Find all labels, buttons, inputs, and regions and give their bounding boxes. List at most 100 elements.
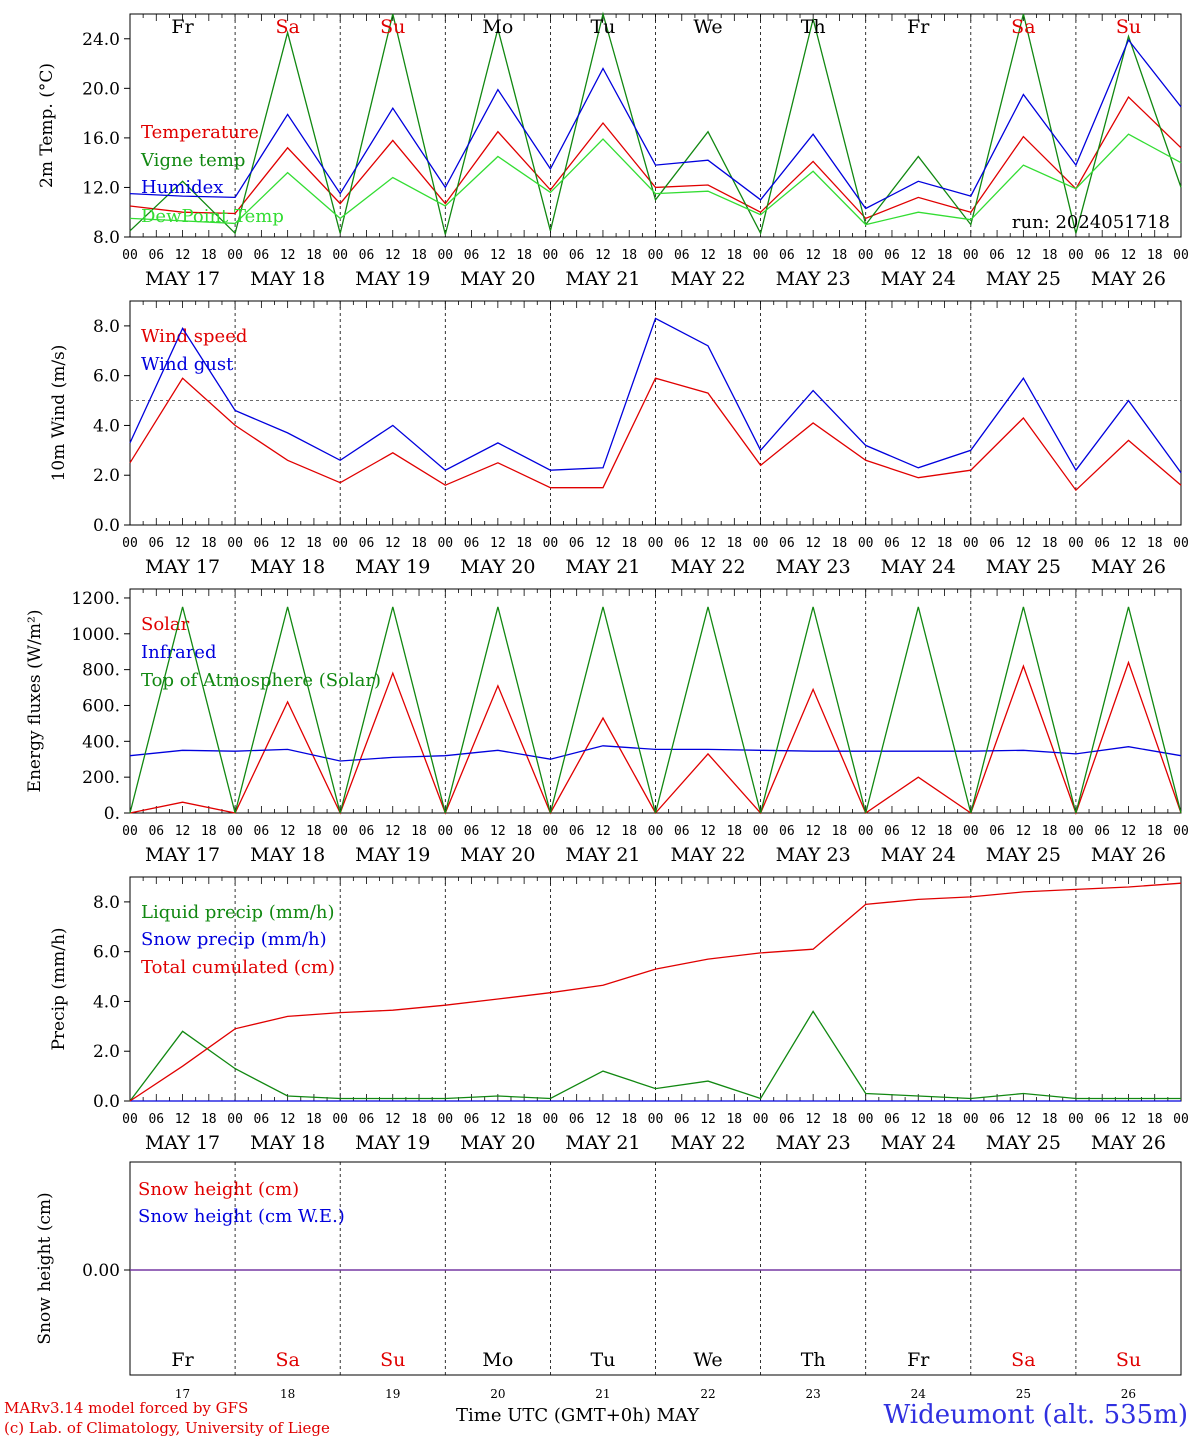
panel-1-day-label: MAY 17 (145, 268, 220, 290)
panel-4-hour-tick-label: 12 (1121, 1112, 1137, 1127)
panel-2-hour-tick-label: 00 (543, 536, 559, 551)
weekday-label-top: Th (801, 16, 826, 38)
panel-3-day-label: MAY 22 (670, 844, 745, 866)
panel-3-legend-entry: Top of Atmosphere (Solar) (141, 670, 381, 691)
panel-4-day-label: MAY 18 (250, 1132, 325, 1154)
panel-5-legend-entry: Snow height (cm W.E.) (138, 1206, 345, 1227)
panel-4-y-tick-label: 8.0 (93, 893, 120, 913)
panel-3-hour-tick-label: 06 (569, 824, 585, 839)
panel-1-legend-entry: Humidex (141, 177, 223, 198)
panel-3-hour-tick-label: 12 (385, 824, 401, 839)
panel-3-hour-tick-label: 00 (437, 824, 453, 839)
panel-3-day-label: MAY 19 (355, 844, 430, 866)
panel-3-legend-entry: Infrared (141, 642, 216, 663)
panel-1-hour-tick-label: 18 (306, 248, 322, 263)
panel-3-day-label: MAY 25 (986, 844, 1061, 866)
panel-1-hour-tick-label: 00 (227, 248, 243, 263)
panel-2-hour-tick-label: 18 (726, 536, 742, 551)
weekday-label-top: Fr (907, 16, 930, 38)
panel-2-hour-tick-label: 06 (884, 536, 900, 551)
panel-4-hour-tick-label: 00 (122, 1112, 138, 1127)
panel-3-day-label: MAY 21 (565, 844, 640, 866)
panel-2-day-label: MAY 26 (1091, 556, 1166, 578)
panel-3-hour-tick-label: 06 (884, 824, 900, 839)
panel-2-series-wind-gust (129, 317, 1182, 474)
panel-3-y-tick-label: 800. (82, 661, 120, 681)
panel-1-hour-tick-label: 06 (674, 248, 690, 263)
panel-4-day-label: MAY 25 (986, 1132, 1061, 1154)
panel-2-day-label: MAY 23 (776, 556, 851, 578)
panel-4-hour-tick-label: 12 (910, 1112, 926, 1127)
panel-3-hour-tick-label: 00 (858, 824, 874, 839)
panel-4-hour-tick-label: 00 (1173, 1112, 1189, 1127)
day-number-label: 21 (595, 1387, 610, 1401)
panel-3-y-tick-label: 200. (82, 768, 120, 788)
panel-4-day-label: MAY 22 (670, 1132, 745, 1154)
panel-2-hour-tick-label: 12 (595, 536, 611, 551)
panel-2-y-tick-label: 4.0 (93, 416, 120, 436)
panel-1-frame (129, 13, 1182, 238)
panel-3-hour-tick-label: 12 (280, 824, 296, 839)
day-number-label: 23 (806, 1387, 821, 1401)
panel-2-hour-tick-label: 18 (306, 536, 322, 551)
panel-3-y-tick-label: 1200. (71, 589, 120, 609)
panel-3-series-infrared (129, 745, 1182, 762)
panel-2-hour-tick-label: 06 (989, 536, 1005, 551)
panel-1-series-dewpoint-temp (129, 133, 1182, 226)
day-number-label: 20 (490, 1387, 505, 1401)
panel-1-day-label: MAY 26 (1091, 268, 1166, 290)
panel-1-y-tick-label: 20.0 (82, 79, 120, 99)
panel-4-legend-entry: Snow precip (mm/h) (141, 929, 327, 950)
panel-3-hour-tick-label: 06 (989, 824, 1005, 839)
panel-2-legend-entry: Wind gust (141, 354, 234, 375)
panel-1-day-label: MAY 22 (670, 268, 745, 290)
panel-2-hour-tick-label: 06 (1094, 536, 1110, 551)
panel-3-hour-tick-label: 18 (726, 824, 742, 839)
panel-4-y-axis-label: Precip (mm/h) (49, 927, 69, 1050)
panel-2-hour-tick-label: 06 (464, 536, 480, 551)
panel-2-hour-tick-label: 06 (148, 536, 164, 551)
panel-4-hour-tick-label: 18 (937, 1112, 953, 1127)
panel-3-hour-tick-label: 12 (700, 824, 716, 839)
panel-4-y-tick-label: 4.0 (93, 992, 120, 1012)
panel-3-day-label: MAY 24 (881, 844, 956, 866)
panel-3-hour-tick-label: 00 (1173, 824, 1189, 839)
panel-3-hour-tick-label: 12 (175, 824, 191, 839)
weekday-label-bottom: Su (1116, 1349, 1141, 1371)
panel-1-hour-tick-label: 06 (569, 248, 585, 263)
panel-3-hour-tick-label: 06 (674, 824, 690, 839)
panel-4-hour-tick-label: 06 (148, 1112, 164, 1127)
run-label: run: 2024051718 (1012, 212, 1170, 233)
panel-1-hour-tick-label: 06 (254, 248, 270, 263)
panel-1-hour-tick-label: 18 (201, 248, 217, 263)
footer-credits: MARv3.14 model forced by GFS (c) Lab. of… (4, 1398, 330, 1438)
panel-4-hour-tick-label: 12 (280, 1112, 296, 1127)
panel-3-y-tick-label: 600. (82, 696, 120, 716)
panel-1-y-axis-label: 2m Temp. (°C) (37, 63, 57, 188)
panel-3-hour-tick-label: 06 (779, 824, 795, 839)
panel-1-legend-entry: DewPoint Temp (141, 206, 284, 227)
panel-2-hour-tick-label: 18 (621, 536, 637, 551)
panel-2-y-tick-label: 6.0 (93, 367, 120, 387)
panel-2-day-label: MAY 18 (250, 556, 325, 578)
panel-3-hour-tick-label: 12 (1016, 824, 1032, 839)
panel-4-y-tick-label: 6.0 (93, 943, 120, 963)
panel-2-hour-tick-label: 12 (805, 536, 821, 551)
panel-4-hour-tick-label: 18 (832, 1112, 848, 1127)
panel-3-hour-tick-label: 18 (411, 824, 427, 839)
panel-2-day-label: MAY 17 (145, 556, 220, 578)
panel-2-hour-tick-label: 12 (1121, 536, 1137, 551)
panel-2-hour-tick-label: 18 (411, 536, 427, 551)
panel-2-hour-tick-label: 12 (910, 536, 926, 551)
weekday-label-top: Fr (171, 16, 194, 38)
panel-1-hour-tick-label: 12 (175, 248, 191, 263)
panel-2-hour-tick-label: 06 (254, 536, 270, 551)
panel-1-day-label: MAY 20 (460, 268, 535, 290)
panel-4-hour-tick-label: 12 (1016, 1112, 1032, 1127)
panel-2-hour-tick-label: 00 (963, 536, 979, 551)
panel-2-day-label: MAY 19 (355, 556, 430, 578)
panel-4-y-tick-label: 2.0 (93, 1042, 120, 1062)
credit-note: (c) Lab. of Climatology, University of L… (4, 1419, 330, 1437)
panel-1-hour-tick-label: 00 (1068, 248, 1084, 263)
